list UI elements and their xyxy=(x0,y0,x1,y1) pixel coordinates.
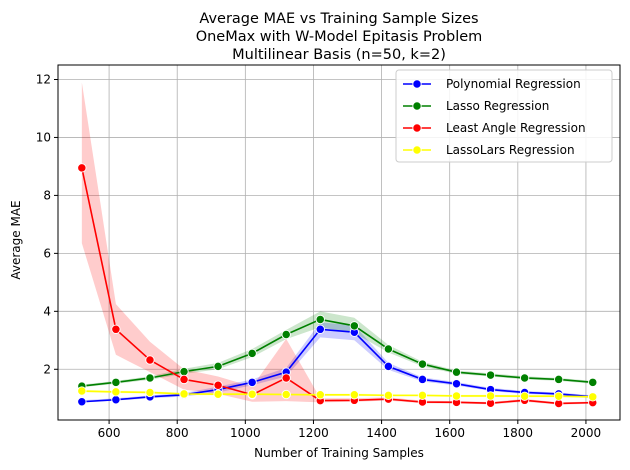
least-angle-regression-point xyxy=(111,324,121,334)
x-axis-label: Number of Training Samples xyxy=(254,446,424,460)
x-tick-label: 600 xyxy=(98,426,121,440)
lasso-regression-point xyxy=(111,377,121,387)
y-tick-label: 10 xyxy=(36,130,51,144)
title-line-2: OneMax with W-Model Epitasis Problem xyxy=(196,29,483,45)
lassolars-regression-point xyxy=(111,387,121,397)
lasso-regression-point xyxy=(247,348,257,358)
y-axis-ticks: 2 4 6 8 10 12 xyxy=(36,72,58,376)
legend-marker xyxy=(412,101,422,111)
lassolars-regression-point xyxy=(213,389,223,399)
lassolars-regression-point xyxy=(247,389,257,399)
lassolars-regression-line xyxy=(81,390,593,398)
lasso-regression-point xyxy=(383,344,394,354)
title-line-3: Multilinear Basis (n=50, k=2) xyxy=(232,47,446,63)
least-angle-regression-point xyxy=(179,374,189,385)
lasso-regression-line xyxy=(81,318,593,387)
lassolars-regression-point xyxy=(315,390,325,400)
lassolars-regression-point xyxy=(179,389,189,399)
least-angle-regression-point xyxy=(145,355,155,365)
polynomial-regression-line xyxy=(81,328,593,403)
lasso-regression-point xyxy=(349,321,359,331)
lassolars-regression-point xyxy=(485,391,496,401)
lassolars-regression-point xyxy=(588,392,598,402)
title-line-1: Average MAE vs Training Sample Sizes xyxy=(199,11,478,27)
legend-label: Polynomial Regression xyxy=(446,77,581,91)
lasso-regression-point xyxy=(315,314,325,325)
lasso-regression-point xyxy=(485,370,496,380)
lasso-regression-point xyxy=(588,377,598,387)
lasso-regression-point xyxy=(417,359,428,369)
lasso-regression-point xyxy=(281,329,291,340)
chart-title: Average MAE vs Training Sample Sizes One… xyxy=(196,11,483,63)
lassolars-regression-point xyxy=(554,391,564,401)
least-angle-regression-point xyxy=(281,373,291,383)
lassolars-regression-point xyxy=(349,390,359,400)
legend-marker xyxy=(412,145,422,155)
lasso-regression-point xyxy=(145,373,155,383)
y-axis-label: Average MAE xyxy=(9,200,23,279)
series-lines xyxy=(81,167,593,405)
x-tick-label: 2000 xyxy=(571,426,602,440)
polynomial-regression-point xyxy=(77,397,87,407)
x-tick-label: 1600 xyxy=(434,426,465,440)
y-tick-label: 4 xyxy=(43,304,51,318)
legend-entry-lassolars-regression: LassoLars Regression xyxy=(403,143,575,157)
least-angle-regression-point xyxy=(77,163,87,173)
series-markers xyxy=(77,163,598,409)
lasso-regression-point xyxy=(519,373,530,383)
y-tick-label: 12 xyxy=(36,72,51,86)
x-tick-label: 1400 xyxy=(366,426,397,440)
lassolars-regression-point xyxy=(77,386,87,396)
legend-label: LassoLars Regression xyxy=(446,143,575,157)
legend-marker xyxy=(412,123,422,133)
polynomial-regression-point xyxy=(315,324,325,334)
polynomial-regression-point xyxy=(417,374,428,385)
polynomial-regression-point xyxy=(383,361,394,372)
lassolars-regression-point xyxy=(383,390,394,401)
x-tick-label: 1200 xyxy=(298,426,329,440)
x-tick-label: 800 xyxy=(166,426,189,440)
least-angle-regression-line xyxy=(81,167,593,405)
x-axis-ticks: 600 800 1000 1200 1400 1600 1800 2000 xyxy=(98,420,602,440)
legend: Polynomial Regression Lasso Regression Lea… xyxy=(395,69,613,163)
lassolars-regression-point xyxy=(281,389,291,400)
polynomial-regression-point xyxy=(111,395,121,405)
x-tick-label: 1000 xyxy=(230,426,261,440)
legend-entry-polynomial-regression: Polynomial Regression xyxy=(403,77,581,91)
least-angle-regression-point xyxy=(213,380,223,390)
plot-frame xyxy=(57,64,621,421)
lasso-regression-point xyxy=(213,361,223,372)
legend-label: Least Angle Regression xyxy=(446,121,586,135)
legend-label: Lasso Regression xyxy=(446,99,549,113)
lassolars-regression-point xyxy=(417,390,428,401)
lassolars-regression-point xyxy=(145,387,155,398)
legend-marker xyxy=(412,79,422,89)
polynomial-regression-point xyxy=(451,379,462,389)
lasso-regression-point xyxy=(179,366,189,377)
legend-entry-lasso-regression: Lasso Regression xyxy=(403,99,549,113)
polynomial-regression-point xyxy=(247,377,257,387)
legend-entry-least-angle-regression: Least Angle Regression xyxy=(403,121,586,135)
lassolars-regression-point xyxy=(519,391,530,401)
y-tick-label: 2 xyxy=(43,362,51,376)
y-tick-label: 6 xyxy=(43,246,51,260)
legend-box xyxy=(395,69,613,163)
lasso-regression-point xyxy=(554,374,564,385)
lasso-regression-point xyxy=(451,367,462,377)
x-tick-label: 1800 xyxy=(503,426,534,440)
lassolars-regression-point xyxy=(451,391,462,401)
polynomial-regression-band xyxy=(81,322,593,403)
y-tick-label: 8 xyxy=(43,188,51,202)
